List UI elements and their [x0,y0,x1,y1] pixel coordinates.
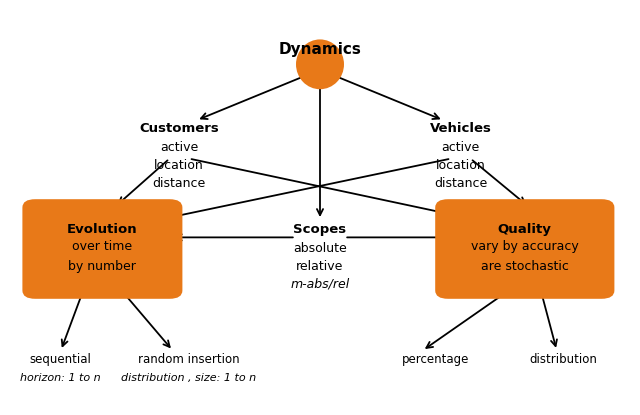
Text: Dynamics: Dynamics [278,42,362,57]
Text: relative: relative [296,259,344,273]
Text: distance: distance [152,176,206,190]
Text: percentage: percentage [401,353,469,366]
Text: distribution: distribution [529,353,597,366]
Text: active: active [442,141,480,154]
Text: active: active [160,141,198,154]
Text: random insertion: random insertion [138,353,239,366]
Ellipse shape [296,39,344,89]
Text: Vehicles: Vehicles [430,122,492,135]
Text: distribution , size: 1 to n: distribution , size: 1 to n [121,373,257,383]
Text: distance: distance [434,176,488,190]
Text: over time: over time [72,240,132,254]
Text: absolute: absolute [293,242,347,255]
Text: location: location [436,159,486,172]
Text: Scopes: Scopes [293,222,347,236]
FancyBboxPatch shape [22,199,182,299]
Text: sequential: sequential [30,353,92,366]
Text: Evolution: Evolution [67,222,138,236]
Text: Customers: Customers [140,122,219,135]
Text: horizon: 1 to n: horizon: 1 to n [20,373,101,383]
Text: Quality: Quality [498,222,552,236]
Text: m-abs/rel: m-abs/rel [291,277,349,290]
Text: are stochastic: are stochastic [481,260,569,273]
FancyBboxPatch shape [435,199,614,299]
Text: by number: by number [68,260,136,273]
Text: vary by accuracy: vary by accuracy [471,240,579,254]
Text: location: location [154,159,204,172]
